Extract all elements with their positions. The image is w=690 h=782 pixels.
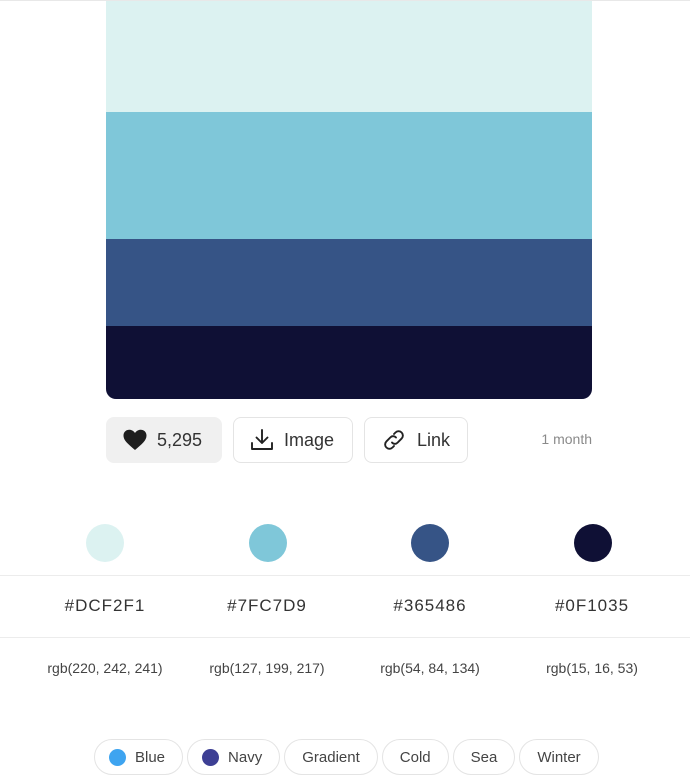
color-dot[interactable] (411, 524, 449, 562)
palette-preview[interactable] (106, 1, 592, 399)
tag-color-dot (202, 748, 220, 766)
color-dot[interactable] (574, 524, 612, 562)
tag-blue[interactable]: Blue (94, 739, 184, 775)
tag-label: Blue (135, 748, 166, 766)
palette-actions: 5,295 Image Link (106, 417, 468, 463)
tag-label: Navy (228, 748, 263, 766)
tag-label: Sea (470, 748, 498, 766)
tag-sea[interactable]: Sea (452, 739, 516, 775)
color-dot[interactable] (86, 524, 124, 562)
palette-swatch[interactable] (106, 1, 592, 112)
tag-list: Blue Navy Gradient Cold Sea Winter (94, 739, 599, 775)
like-count: 5,295 (157, 429, 203, 450)
download-image-button[interactable]: Image (233, 417, 353, 463)
tag-label: Cold (399, 748, 431, 766)
rgb-code[interactable]: rgb(15, 16, 53) (546, 660, 638, 676)
rgb-code[interactable]: rgb(54, 84, 134) (380, 660, 480, 676)
tag-cold[interactable]: Cold (381, 739, 449, 775)
heart-icon (123, 429, 147, 450)
tag-label: Winter (537, 748, 581, 766)
color-dot[interactable] (249, 524, 287, 562)
hex-code[interactable]: #7FC7D9 (227, 596, 307, 615)
divider (0, 575, 690, 576)
tag-gradient[interactable]: Gradient (284, 739, 378, 775)
hex-code[interactable]: #DCF2F1 (64, 596, 146, 615)
header-divider (0, 0, 690, 1)
hex-code[interactable]: #365486 (393, 596, 467, 615)
color-dots (0, 524, 690, 564)
tag-navy[interactable]: Navy (187, 739, 281, 775)
copy-link-button[interactable]: Link (364, 417, 468, 463)
tag-color-dot (109, 748, 126, 766)
palette-swatch[interactable] (106, 112, 592, 239)
tag-label: Gradient (302, 748, 360, 766)
like-button[interactable]: 5,295 (106, 417, 222, 463)
palette-swatch[interactable] (106, 239, 592, 326)
rgb-code[interactable]: rgb(220, 242, 241) (47, 660, 163, 676)
download-icon (251, 429, 273, 450)
divider (0, 637, 690, 638)
link-icon (384, 430, 404, 450)
download-image-label: Image (284, 429, 335, 450)
rgb-code[interactable]: rgb(127, 199, 217) (209, 660, 325, 676)
palette-age: 1 month (541, 431, 592, 447)
copy-link-label: Link (417, 429, 451, 450)
tag-winter[interactable]: Winter (519, 739, 599, 775)
palette-swatch[interactable] (106, 326, 592, 399)
hex-code[interactable]: #0F1035 (554, 596, 630, 615)
